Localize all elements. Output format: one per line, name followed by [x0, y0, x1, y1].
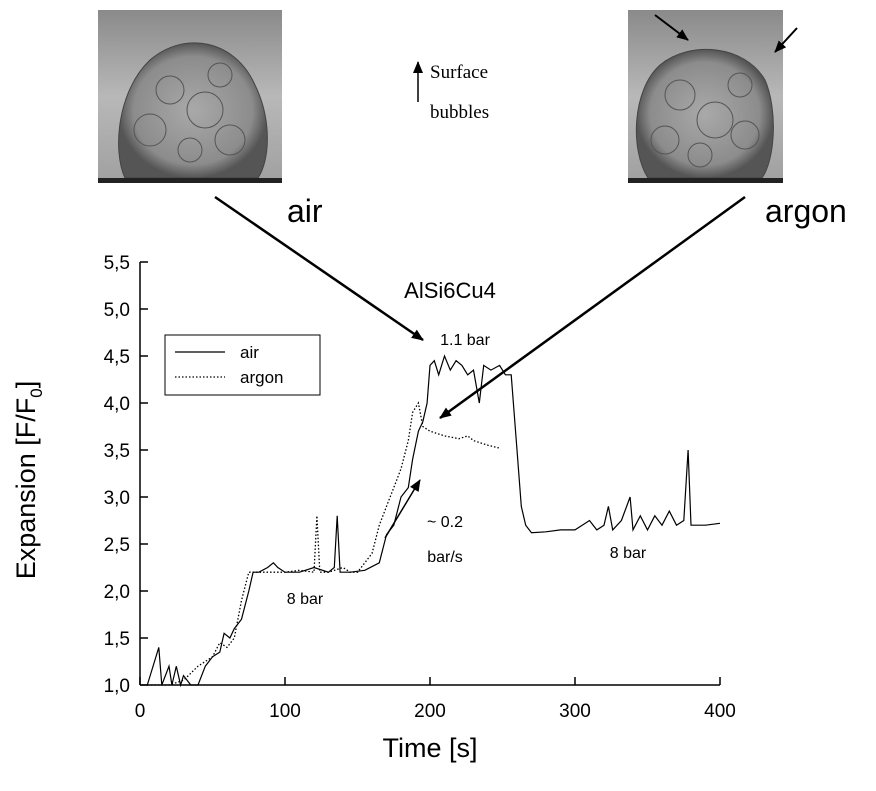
- photo-argon: [628, 10, 798, 183]
- series-line: [147, 401, 500, 686]
- x-tick-label: 200: [414, 701, 446, 722]
- note: Surface: [430, 62, 488, 83]
- x-tick-label: 0: [135, 701, 146, 722]
- y-title-part: ]: [11, 381, 41, 389]
- photo-label: argon: [765, 193, 847, 229]
- y-tick-label: 3,0: [104, 488, 130, 509]
- y-tick-label: 4,5: [104, 347, 130, 368]
- photo-air: [98, 10, 282, 183]
- legend-label: argon: [240, 368, 283, 387]
- annotation: 8 bar: [287, 591, 324, 608]
- x-tick-label: 400: [704, 701, 736, 722]
- photo-label: air: [287, 193, 323, 229]
- y-tick-label: 1,0: [104, 676, 130, 697]
- y-tick-label: 5,5: [104, 253, 130, 274]
- note: bubbles: [430, 102, 489, 123]
- legend: [164, 334, 321, 396]
- annotation: 1.1 bar: [440, 332, 490, 349]
- x-tick-label: 300: [559, 701, 591, 722]
- y-axis-title: Expansion [F/F0]: [11, 381, 46, 580]
- y-tick-label: 2,5: [104, 535, 130, 556]
- chart-title: AlSi6Cu4: [404, 278, 496, 303]
- legend-label: air: [240, 343, 259, 362]
- annotation: 8 bar: [610, 545, 647, 562]
- x-axis-title: Time [s]: [382, 733, 477, 763]
- series-line: [146, 354, 721, 688]
- y-tick-label: 5,0: [104, 300, 130, 321]
- y-tick-label: 3,5: [104, 441, 130, 462]
- y-title-part: Expansion [F/F: [11, 398, 41, 580]
- y-tick-label: 1,5: [104, 629, 130, 650]
- y-title-sub: 0: [27, 388, 46, 397]
- pointer-arrow: [439, 195, 746, 420]
- y-tick-label: 4,0: [104, 394, 130, 415]
- annotation: ~ 0.2: [427, 514, 463, 531]
- annotation: bar/s: [427, 549, 463, 566]
- y-tick-label: 2,0: [104, 582, 130, 603]
- pointer-arrow: [214, 195, 424, 342]
- x-tick-label: 100: [269, 701, 301, 722]
